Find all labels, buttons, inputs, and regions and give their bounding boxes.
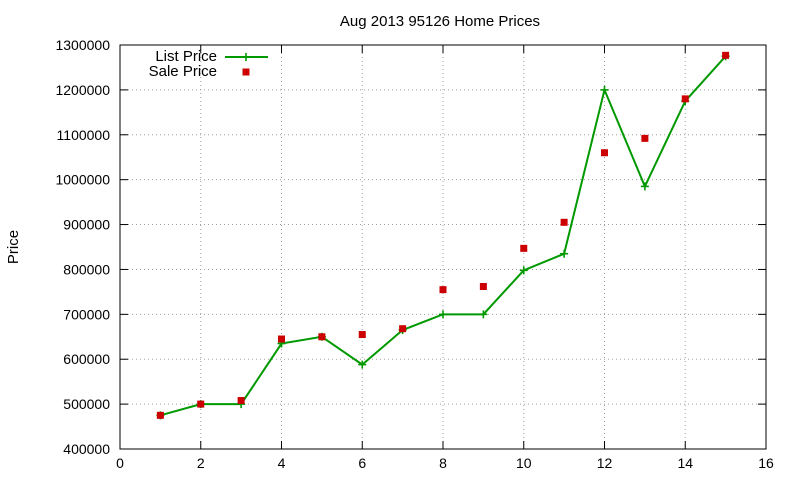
sale-price-point — [156, 411, 164, 419]
x-tick-label: 14 — [677, 455, 693, 471]
list-price-point — [640, 182, 649, 191]
legend-plus-icon — [242, 53, 250, 61]
list-price-point — [358, 360, 367, 369]
y-tick-label: 1100000 — [57, 127, 111, 143]
list-price-point — [479, 310, 488, 319]
x-tick-label: 6 — [358, 455, 366, 471]
y-tick-label: 600000 — [63, 351, 110, 367]
series-layer — [156, 51, 730, 420]
x-tick-label: 10 — [516, 455, 532, 471]
x-tick-label: 16 — [758, 455, 774, 471]
list-price-point — [600, 85, 609, 94]
legend-marker-sale-price — [242, 68, 250, 76]
legend-square-icon — [242, 68, 250, 76]
sale-price-point — [560, 218, 568, 226]
list-price-point — [519, 266, 528, 275]
legend-marker-list-price — [242, 53, 250, 61]
sale-price-point — [197, 400, 205, 408]
x-tick-label: 12 — [597, 455, 613, 471]
sale-price-point — [399, 325, 407, 333]
legend-label-list-price: List Price — [155, 48, 217, 65]
sale-price-point — [479, 283, 487, 291]
sale-price-point — [439, 286, 447, 294]
legend: List Price Sale Price — [149, 48, 268, 80]
x-tick-label: 0 — [116, 455, 124, 471]
sale-price-point — [318, 333, 326, 341]
y-tick-label: 400000 — [63, 441, 110, 457]
y-tick-label: 500000 — [63, 396, 110, 412]
list-price-point — [560, 249, 569, 258]
y-tick-label: 800000 — [63, 261, 110, 277]
x-tick-label: 4 — [278, 455, 286, 471]
y-axis-label: Price — [5, 230, 22, 264]
sale-price-point — [641, 134, 649, 142]
sale-price-point — [601, 149, 608, 157]
axis-ticks: 400000 500000 600000 700000 800000 900000 1000… — [55, 37, 774, 471]
chart-title: Aug 2013 95126 Home Prices — [340, 13, 540, 30]
grid — [120, 45, 766, 449]
y-tick-label: 1300000 — [55, 37, 110, 53]
sale-price-point — [237, 397, 245, 405]
y-tick-label: 1000000 — [55, 172, 110, 188]
y-tick-label: 1200000 — [55, 82, 110, 98]
sale-price-point — [358, 331, 366, 339]
legend-label-sale-price: Sale Price — [149, 63, 217, 80]
sale-price-point — [681, 95, 689, 103]
sale-price-point — [278, 335, 285, 343]
x-tick-label: 8 — [439, 455, 447, 471]
y-tick-label: 700000 — [63, 306, 110, 322]
y-tick-label: 900000 — [63, 217, 110, 233]
sale-price-point — [722, 51, 730, 59]
x-tick-label: 2 — [197, 455, 205, 471]
list-price-point — [439, 310, 447, 319]
sale-price-point — [520, 244, 528, 252]
